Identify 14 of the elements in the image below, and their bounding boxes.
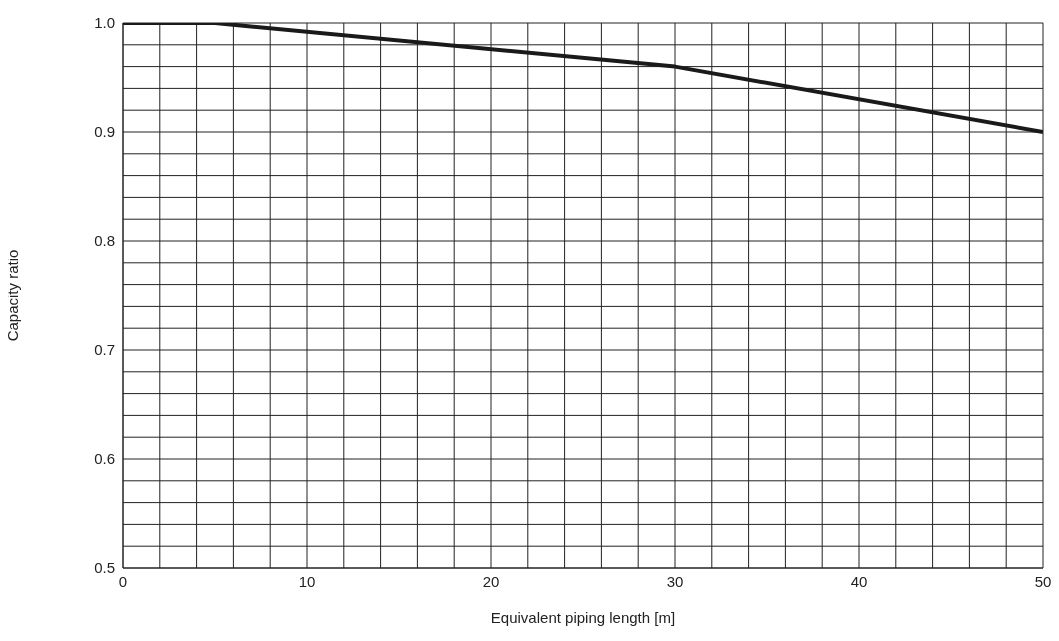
x-tick-label: 20 xyxy=(482,572,500,590)
y-tick-label: 0.7 xyxy=(94,341,115,359)
x-tick-label: 40 xyxy=(850,572,868,590)
x-tick-label: 30 xyxy=(666,572,684,590)
y-tick-label: 0.8 xyxy=(94,232,115,250)
x-axis-title: Equivalent piping length [m] xyxy=(490,609,676,626)
y-tick-label: 1.0 xyxy=(94,14,115,32)
x-tick-label: 10 xyxy=(298,572,316,590)
y-tick-label: 0.6 xyxy=(94,450,115,468)
y-tick-label: 0.5 xyxy=(94,559,115,577)
y-axis-title: Capacity ratio xyxy=(4,249,22,342)
y-tick-label: 0.9 xyxy=(94,123,115,141)
x-tick-label: 50 xyxy=(1034,572,1052,590)
x-tick-label: 0 xyxy=(118,572,128,590)
